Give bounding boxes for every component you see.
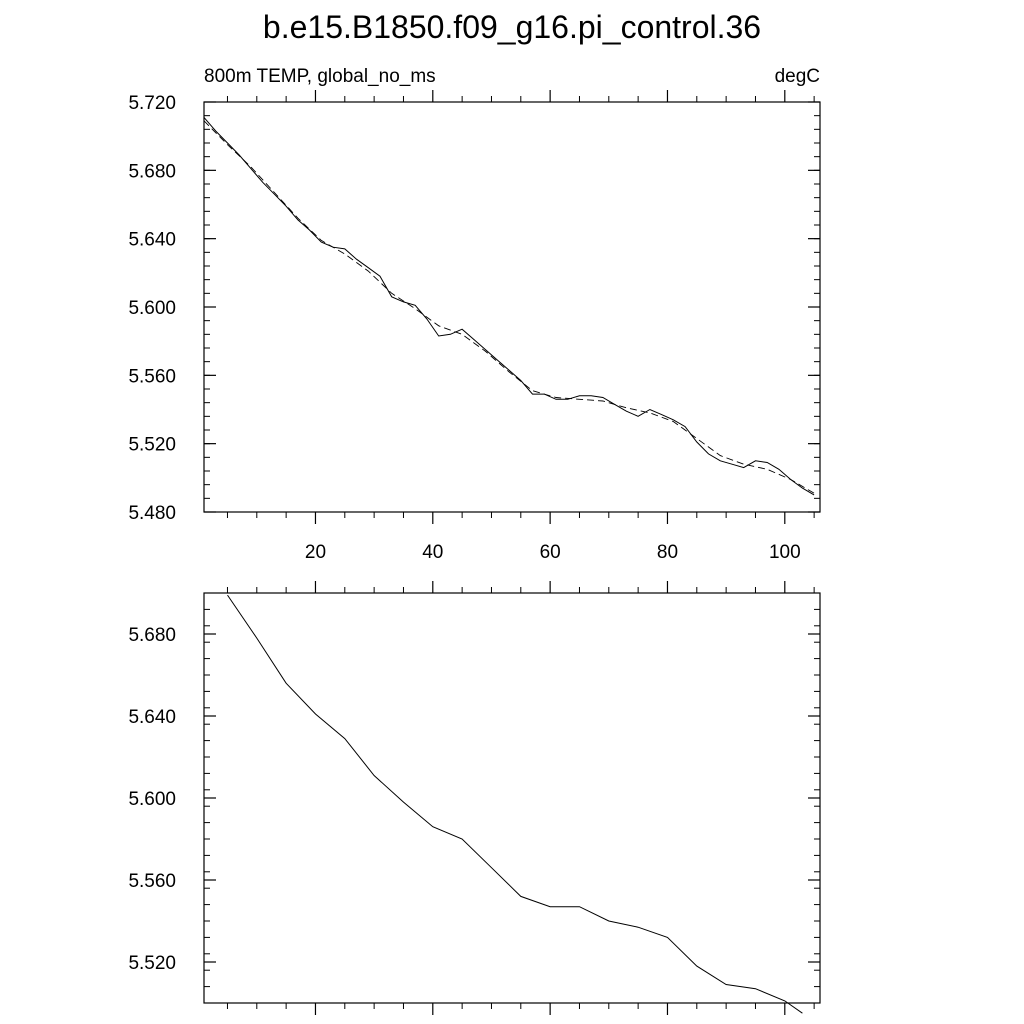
top-y-tick-label: 5.560 (128, 366, 176, 387)
bottom-panel: 5.520 5.560 5.600 5.640 5.680 (128, 581, 821, 1015)
bottom-y-tick-label: 5.520 (128, 953, 176, 974)
bottom-y-tick-label: 5.680 (128, 625, 176, 646)
top-panel-subtitle-right: degC (775, 66, 820, 87)
top-y-tick-label: 5.680 (128, 161, 176, 182)
top-panel: 800m TEMP, global_no_ms degC 20 40 60 80 100… (128, 66, 821, 563)
top-x-tick-label: 60 (540, 542, 561, 563)
top-y-tick-label: 5.480 (128, 503, 176, 524)
top-y-tick-label: 5.600 (128, 298, 176, 319)
top-y-tick-label: 5.520 (128, 435, 176, 456)
bottom-y-tick-label: 5.600 (128, 789, 176, 810)
top-y-tick-label: 5.720 (128, 93, 176, 114)
bottom-y-tick-label: 5.640 (128, 707, 176, 728)
bottom-y-tick-label: 5.560 (128, 871, 176, 892)
bottom-series-smoothed (227, 594, 803, 1014)
top-x-tick-label: 40 (422, 542, 443, 563)
top-plot-frame (203, 101, 821, 513)
top-series-smoothed (203, 120, 815, 494)
figure-title: b.e15.B1850.f09_g16.pi_control.36 (263, 9, 761, 45)
top-x-tick-label: 20 (305, 542, 326, 563)
top-y-tick-label: 5.640 (128, 230, 176, 251)
top-x-tick-label: 80 (657, 542, 678, 563)
bottom-plot-frame (203, 592, 821, 1004)
top-x-tick-label: 100 (769, 542, 801, 563)
top-series-annual (203, 117, 815, 496)
top-panel-subtitle-left: 800m TEMP, global_no_ms (204, 66, 436, 87)
